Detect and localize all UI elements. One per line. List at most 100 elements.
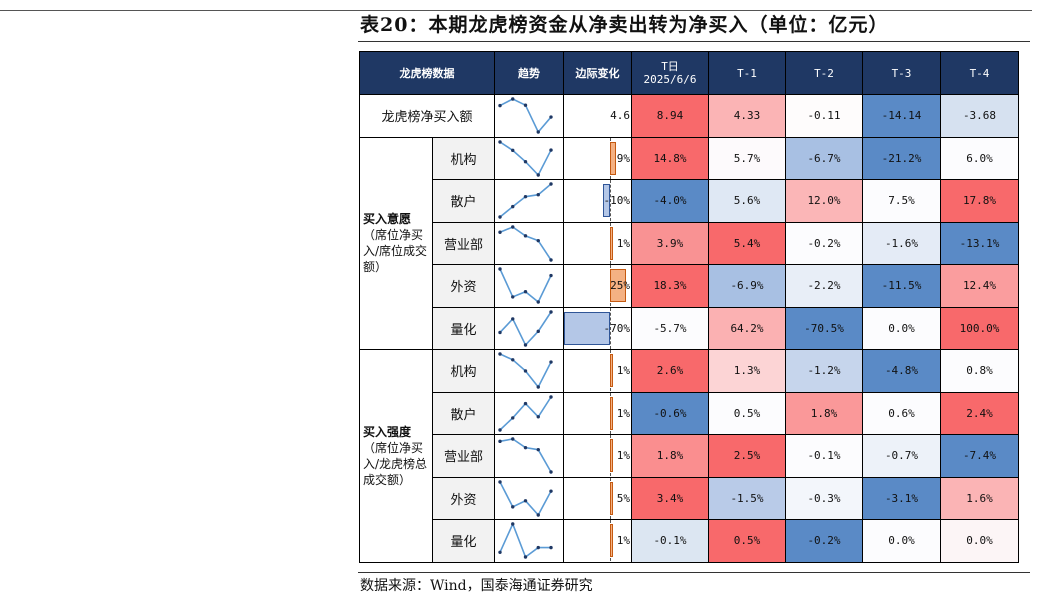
change-value: 1%	[616, 449, 630, 463]
table-row: 营业部 1% 3.9% 5.4% -0.2% -1.6% -13.1%	[360, 221, 1019, 265]
value-cell: 12.0%	[785, 179, 863, 223]
group-buy-strength: 买入强度（席位净买入/龙虎榜总成交额）	[359, 349, 433, 563]
sparkline-point	[498, 267, 502, 271]
sparkline-path	[499, 225, 552, 261]
change-cell: 5%	[563, 476, 632, 520]
change-bar	[610, 481, 614, 515]
sparkline-point	[549, 115, 553, 119]
row-label: 量化	[432, 519, 495, 563]
change-bar	[610, 141, 616, 175]
sparkline-point	[536, 300, 540, 304]
change-value: 4.6	[610, 109, 630, 123]
change-bar-wrap: 9%	[565, 137, 631, 179]
change-bar	[610, 226, 613, 260]
header-t0-label: T日	[661, 60, 679, 73]
value-cell: 0.0%	[862, 306, 941, 350]
value-cell: 2.5%	[708, 434, 786, 478]
value-cell: 3.4%	[631, 476, 709, 520]
trend-sparkline	[498, 225, 553, 262]
value-cell: -0.2%	[785, 221, 863, 265]
sparkline-point	[511, 148, 515, 152]
sparkline-point	[498, 480, 502, 484]
value-cell: 0.8%	[940, 349, 1019, 393]
table-row: 散户 -10% -4.0% 5.6% 12.0% 7.5% 17.8%	[360, 179, 1019, 223]
value-cell: 100.0%	[940, 306, 1019, 350]
value-cell: -6.9%	[708, 264, 786, 308]
value-cell: 6.0%	[940, 136, 1019, 180]
value-cell: -0.7%	[862, 434, 941, 478]
change-value: -70%	[603, 321, 631, 335]
group-buy-intent: 买入意愿（席位净买入/席位成交额）	[359, 136, 433, 350]
change-bar-wrap: 1%	[565, 520, 631, 562]
trend-sparkline	[498, 140, 553, 177]
change-bar-wrap: 25%	[565, 265, 631, 307]
table-row: 买入强度（席位净买入/龙虎榜总成交额） 机构 1% 2.6% 1.3% -1.2% -4.8…	[359, 349, 1019, 563]
value-cell: -0.1%	[631, 519, 709, 563]
value-cell: -11.5%	[862, 264, 941, 308]
sparkline-point	[549, 258, 553, 262]
change-bar-wrap: 1%	[565, 350, 631, 392]
value-cell: 8.94	[631, 94, 709, 138]
value-cell: 17.8%	[940, 179, 1019, 223]
sparkline-point	[498, 140, 502, 144]
sparkline-point	[549, 470, 553, 474]
table-row: 外资 25% 18.3% -6.9% -2.2% -11.5% 12.4%	[360, 264, 1019, 308]
value-cell: -4.0%	[631, 179, 709, 223]
trend-cell	[494, 434, 564, 478]
value-cell: 2.4%	[940, 391, 1019, 435]
row-label: 机构	[432, 349, 495, 393]
value-cell: 0.5%	[708, 519, 786, 563]
sparkline-point	[498, 439, 502, 444]
value-cell: 0.6%	[862, 391, 941, 435]
value-cell: 4.33	[708, 94, 786, 138]
value-cell: -21.2%	[862, 136, 941, 180]
trend-cell	[494, 136, 564, 180]
value-cell: -0.11	[785, 94, 863, 138]
header-trend: 趋势	[494, 51, 564, 95]
value-cell: -6.7%	[785, 136, 863, 180]
sparkline-point	[498, 428, 502, 432]
change-bar	[610, 524, 613, 558]
table-row: 营业部 1% 1.8% 2.5% -0.1% -0.7% -7.4%	[360, 434, 1019, 478]
change-bar-wrap: 4.6	[565, 95, 631, 136]
value-cell: 12.4%	[940, 264, 1019, 308]
sparkline-point	[523, 343, 528, 347]
sparkline-point	[549, 148, 553, 152]
sparkline-point	[498, 230, 502, 234]
sparkline-point	[511, 316, 515, 321]
value-cell: -14.14	[862, 94, 941, 138]
table-row: 散户 1% -0.6% 0.5% 1.8% 0.6% 2.4%	[360, 391, 1019, 435]
value-cell: -0.6%	[631, 391, 709, 435]
trend-sparkline	[498, 395, 553, 432]
table-row: 量化 -70% -5.7% 64.2% -70.5% 0.0% 100.0%	[360, 306, 1019, 350]
change-bar	[610, 269, 627, 303]
sparkline-point	[523, 401, 528, 406]
sparkline-point	[523, 555, 528, 559]
sparkline-path	[499, 522, 551, 559]
value-cell: -3.1%	[862, 476, 941, 520]
sparkline-path	[499, 481, 552, 517]
change-axis	[610, 180, 611, 222]
value-cell: 1.3%	[708, 349, 786, 393]
sparkline-point	[511, 205, 515, 209]
change-value: -10%	[603, 194, 631, 208]
value-cell: 0.5%	[708, 391, 786, 435]
value-cell: -2.2%	[785, 264, 863, 308]
value-cell: -0.3%	[785, 476, 863, 520]
sparkline-path	[499, 183, 552, 218]
header-t3: T-3	[862, 51, 941, 95]
row-label: 外资	[432, 264, 495, 308]
sparkline-point	[511, 522, 515, 526]
change-axis	[610, 307, 611, 349]
trend-cell	[494, 264, 564, 308]
change-bar	[603, 184, 610, 218]
change-bar	[610, 354, 613, 388]
sparkline-point	[536, 448, 540, 452]
header-t0-date: 2025/6/6	[643, 73, 697, 86]
header-item: 龙虎榜数据	[359, 51, 495, 95]
sparkline-point	[498, 550, 502, 555]
value-cell: -1.6%	[862, 221, 941, 265]
sparkline-point	[523, 498, 528, 503]
source-rule	[358, 572, 1030, 573]
sparkline-point	[523, 446, 528, 450]
